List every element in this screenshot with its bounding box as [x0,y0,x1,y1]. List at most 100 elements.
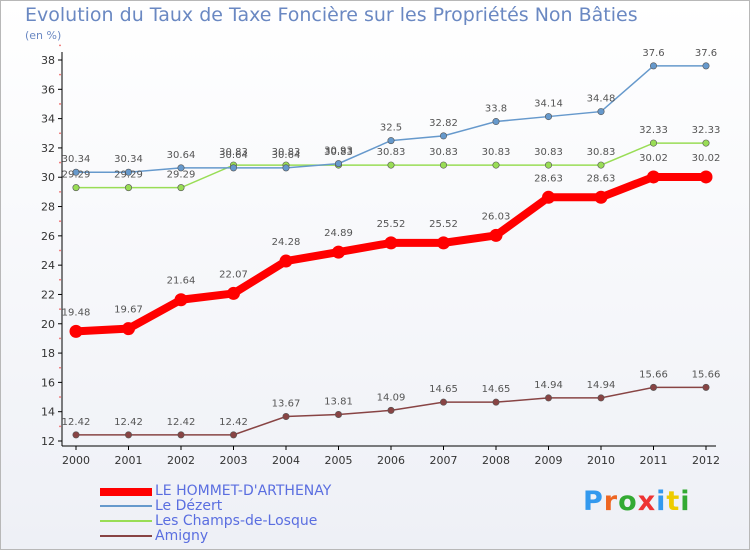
legend-label: Amigny [155,528,209,544]
data-point [647,170,660,184]
data-point [649,139,657,147]
data-point [282,164,290,172]
logo-letter: x [637,486,657,517]
y-minor-tick [59,190,61,193]
x-tick-label: 2011 [640,454,668,467]
data-point [387,406,395,414]
y-tick-label: 26 [41,230,55,243]
legend-item: LE HOMMET-D'ARTHENAY [100,483,400,499]
x-tick-label: 2008 [482,454,510,467]
data-label: 30.64 [167,150,196,161]
line-chart: 12 14 16 18 20 22 24 26 28 30 32 34 36 38 2000 2001 2002… [41,44,721,467]
data-point [544,161,552,169]
y-minor-tick [59,337,61,340]
x-tick-label: 2001 [115,454,143,467]
data-label: 33.8 [485,104,507,115]
data-point [177,184,185,192]
data-point [384,236,398,250]
y-tick-label: 38 [41,54,55,67]
logo-letter: i [680,486,691,517]
data-label: 28.63 [534,173,563,184]
data-label: 30.83 [377,147,406,158]
data-point [334,410,342,418]
data-label: 37.6 [642,48,664,59]
data-label: 30.83 [429,147,458,158]
y-tick-label: 28 [41,201,55,214]
legend: LE HOMMET-D'ARTHENAY Le Dézert Les Champ… [100,483,400,544]
data-label: 34.14 [534,99,563,110]
data-point [544,394,552,402]
data-label: 28.63 [587,173,616,184]
data-label: 30.34 [114,154,143,165]
legend-swatch [100,488,152,496]
data-point [334,160,342,168]
legend-label: LE HOMMET-D'ARTHENAY [155,483,332,499]
data-point [699,170,713,184]
y-minor-tick [59,425,61,428]
data-point [437,236,450,250]
data-label: 24.89 [324,228,353,239]
data-point [72,431,80,439]
data-point [387,137,395,145]
data-label: 12.42 [62,417,91,428]
data-label: 12.42 [167,417,196,428]
data-label: 26.03 [482,211,511,222]
data-point [702,139,710,147]
data-label: 29.29 [167,170,196,181]
data-label: 30.83 [272,147,301,158]
x-tick-label: 2007 [430,454,458,467]
data-label: 25.52 [429,219,458,230]
series-lines [69,62,713,439]
legend-label: Les Champs-de-Losque [155,513,318,529]
y-tick-label: 20 [41,318,55,331]
data-point [439,161,447,169]
y-minor-tick [59,103,61,105]
x-tick-label: 2004 [272,454,300,467]
data-point [439,398,447,406]
chart-title: Evolution du Taux de Taxe Foncière sur l… [25,4,638,26]
data-label: 32.82 [429,118,458,129]
data-label: 32.33 [639,125,668,136]
data-point [387,161,395,169]
data-label: 32.5 [380,123,402,134]
legend-item: Les Champs-de-Losque [100,513,400,529]
data-labels: 19.48 19.67 21.64 22.07 24.28 24.89 25.52 25.52… [62,48,721,428]
data-label: 14.94 [587,380,616,391]
logo-letter: r [603,486,619,517]
y-tick-label: 18 [41,347,55,360]
data-point [492,161,500,169]
data-label: 15.66 [692,369,721,380]
y-minor-tick [59,220,61,223]
data-point [72,184,80,192]
y-tick-label: 22 [41,288,55,301]
data-point [282,413,290,421]
y-tick-label: 32 [41,142,55,155]
data-point [125,431,133,439]
data-point [594,190,608,204]
data-label: 14.65 [429,384,458,395]
data-label: 19.67 [114,305,143,316]
legend-swatch [100,535,152,537]
data-label: 12.42 [114,417,143,428]
y-tick-label: 14 [41,406,55,419]
data-label: 32.33 [692,125,721,136]
data-label: 29.29 [114,170,143,181]
data-label: 15.66 [639,369,668,380]
x-tick-label: 2002 [167,454,195,467]
y-minor-tick [59,396,61,398]
data-point [544,113,552,121]
y-minor-tick [59,366,61,369]
data-point [177,431,185,439]
data-point [702,62,710,70]
data-label: 14.94 [534,380,563,391]
data-point [125,168,133,176]
data-point [125,184,133,192]
logo-letter: i [656,486,667,517]
y-tick-label: 16 [41,376,55,389]
y-axis-unit: (en %) [25,29,62,42]
data-point [122,322,135,336]
data-point [174,293,188,307]
x-tick-label: 2003 [220,454,248,467]
data-label: 22.07 [219,269,248,280]
data-label: 30.83 [534,147,563,158]
